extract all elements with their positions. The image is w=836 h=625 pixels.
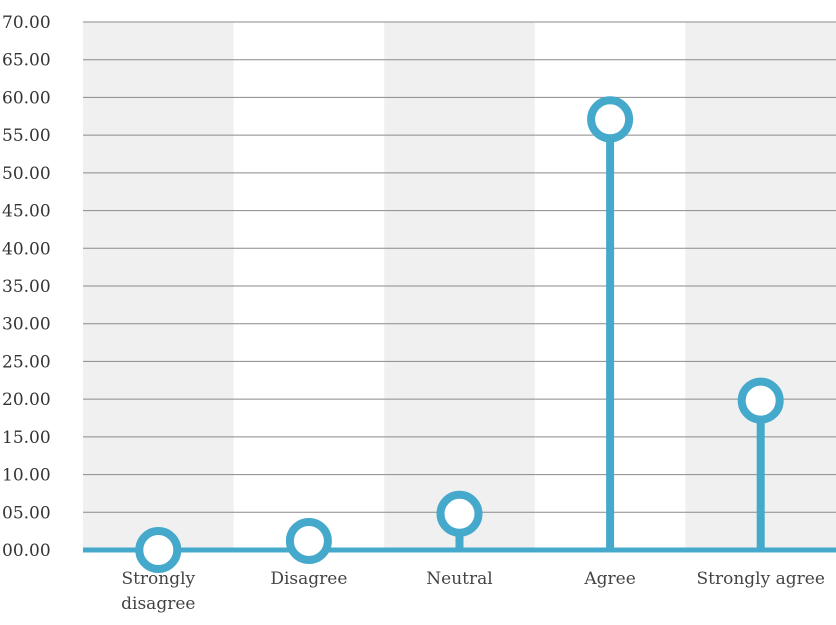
y-axis-tick-labels: 00.00 05.00 10.00 15.00 20.00 25.00 30.00 35.00… [2, 13, 51, 561]
y-tick-label: 25.00 [2, 352, 51, 372]
gridlines [83, 21, 836, 513]
lollipop-marker [285, 517, 332, 564]
y-tick-label: 40.00 [2, 239, 51, 259]
y-tick-label: 60.00 [2, 88, 51, 108]
x-category-label-line: Strongly [121, 569, 195, 589]
y-tick-label: 50.00 [2, 164, 51, 184]
y-tick-label: 05.00 [2, 503, 51, 523]
y-tick-label: 00.00 [2, 541, 51, 561]
y-tick-label: 70.00 [2, 13, 51, 33]
x-category-label-line: disagree [121, 594, 195, 614]
lollipop-marker [587, 96, 634, 143]
x-category-label-line: Strongly agree [697, 569, 825, 589]
y-tick-label: 45.00 [2, 202, 51, 222]
x-category-label: Strongly disagree [121, 569, 195, 614]
x-category-label: Disagree [270, 569, 347, 589]
y-tick-label: 35.00 [2, 277, 51, 297]
lollipop-marker [135, 527, 182, 573]
x-category-label: Agree [583, 569, 635, 589]
lollipop-marker [436, 490, 483, 537]
y-tick-label: 15.00 [2, 428, 51, 448]
y-tick-label: 10.00 [2, 466, 51, 486]
x-category-label: Strongly agree [697, 569, 825, 589]
x-category-label-line: Agree [583, 569, 635, 589]
y-tick-label: 55.00 [2, 126, 51, 146]
x-category-label-line: Neutral [426, 569, 492, 589]
y-tick-label: 30.00 [2, 315, 51, 335]
x-axis-category-labels: Strongly disagree Disagree Neutral Agree Stro… [121, 569, 825, 614]
y-tick-label: 65.00 [2, 51, 51, 71]
y-tick-label: 20.00 [2, 390, 51, 410]
x-category-label-line: Disagree [270, 569, 347, 589]
lollipop-markers [135, 96, 784, 573]
lollipop-marker [737, 377, 784, 424]
x-category-label: Neutral [426, 569, 492, 589]
